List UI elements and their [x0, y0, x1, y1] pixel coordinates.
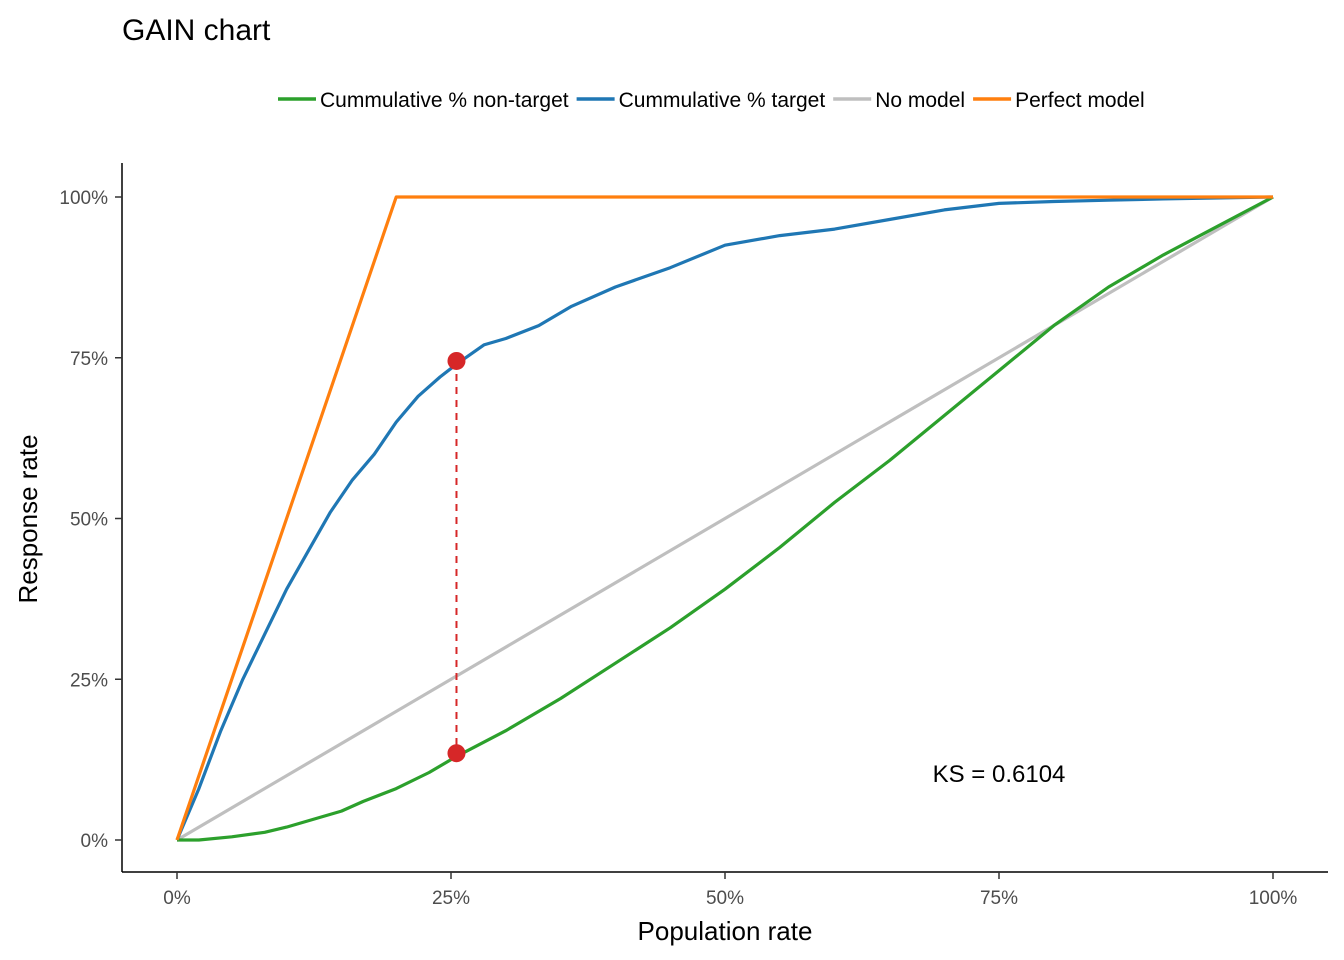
series-line-cummulative-non-target — [177, 195, 1274, 842]
series-line-cummulative-target — [175, 195, 1274, 841]
legend-label-perfect-model: Perfect model — [1015, 89, 1145, 112]
legend-label-cummulative-non-target: Cummulative % non-target — [320, 89, 569, 112]
x-axis-title: Population rate — [638, 916, 813, 946]
x-tick-label: 25% — [432, 888, 470, 909]
x-tick-label: 0% — [163, 888, 191, 909]
ticks: 0% 25% 50% 75% 100% 0% 25% 50% 75% 100% — [59, 188, 1297, 909]
x-tick-label: 50% — [706, 888, 744, 909]
ks-marker — [447, 351, 466, 763]
legend-label-no-model: No model — [875, 89, 965, 112]
y-tick-label: 0% — [81, 831, 109, 852]
y-tick-label: 75% — [70, 349, 108, 370]
series-line-no-model — [176, 195, 1274, 842]
ks-annotation: KS = 0.6104 — [933, 761, 1066, 788]
x-tick-label: 75% — [980, 888, 1018, 909]
y-tick-label: 25% — [70, 670, 108, 691]
series-line-perfect-model — [175, 195, 1273, 841]
y-tick-label: 50% — [70, 510, 108, 531]
ks-point-non-target — [447, 744, 466, 763]
series-lines — [175, 195, 1274, 842]
chart-title: GAIN chart — [122, 14, 271, 47]
y-axis-title: Response rate — [13, 434, 43, 603]
x-tick-label: 100% — [1249, 888, 1298, 909]
ks-point-target — [447, 351, 466, 370]
legend: Cummulative % non-target Cummulative % ta… — [278, 89, 1145, 112]
y-tick-label: 100% — [59, 188, 108, 209]
legend-label-cummulative-target: Cummulative % target — [619, 89, 826, 112]
